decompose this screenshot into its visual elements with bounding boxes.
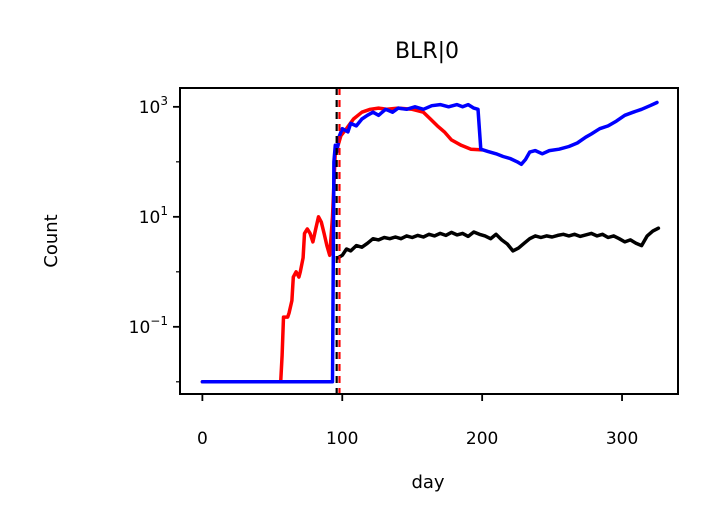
- x-axis: 0 100 200 300: [197, 394, 638, 449]
- y-axis: 10−1 101 103: [129, 94, 180, 383]
- series-line-1: [200, 100, 659, 384]
- reference-lines: [335, 88, 341, 394]
- series-line-2: [336, 226, 661, 260]
- x-axis-label: day: [411, 472, 444, 493]
- plot-area: [200, 100, 661, 384]
- y-tick-label: 103: [139, 94, 168, 118]
- series-line-0: [200, 106, 484, 384]
- x-tick-label: 100: [326, 429, 358, 449]
- y-tick-label: 10−1: [129, 314, 168, 338]
- chart-title: BLR|0: [395, 39, 459, 64]
- plot-frame: [179, 87, 679, 395]
- y-axis-label: Count: [41, 214, 62, 267]
- x-tick-label: 200: [466, 429, 498, 449]
- x-tick-label: 300: [606, 429, 638, 449]
- x-tick-label: 0: [197, 429, 208, 449]
- y-tick-label: 101: [139, 204, 168, 228]
